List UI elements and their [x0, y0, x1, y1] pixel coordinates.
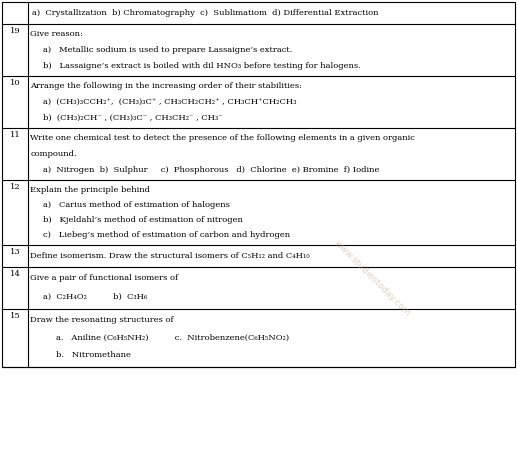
Text: b)   Kjeldahl’s method of estimation of nitrogen: b) Kjeldahl’s method of estimation of ni…: [43, 216, 243, 224]
Text: a)  Crystallization  b) Chromatography  c)  Sublimatiom  d) Differential Extract: a) Crystallization b) Chromatography c) …: [32, 9, 378, 17]
Text: Explain the principle behind: Explain the principle behind: [31, 186, 150, 194]
Text: 19: 19: [9, 27, 20, 35]
Text: a)   Carius method of estimation of halogens: a) Carius method of estimation of haloge…: [43, 201, 230, 209]
Bar: [2, 2, 515, 367]
Text: Give a pair of functional isomers of: Give a pair of functional isomers of: [31, 274, 178, 282]
Text: 13: 13: [9, 248, 20, 256]
Text: b)   Lassaigne’s extract is boiled with dil HNO₃ before testing for halogens.: b) Lassaigne’s extract is boiled with di…: [43, 62, 361, 70]
Text: a)  Nitrogen  b)  Sulphur     c)  Phosphorous   d)  Chlorine  e) Bromine  f) Iod: a) Nitrogen b) Sulphur c) Phosphorous d)…: [43, 166, 379, 174]
Text: 10: 10: [10, 79, 20, 87]
Text: a.   Aniline (C₆H₅NH₂)          c.  Nitrobenzene(C₆H₅NO₂): a. Aniline (C₆H₅NH₂) c. Nitrobenzene(C₆H…: [56, 334, 290, 342]
Text: b.   Nitromethane: b. Nitromethane: [56, 351, 131, 359]
Text: Arrange the following in the increasing order of their stabilities:: Arrange the following in the increasing …: [31, 82, 302, 90]
Text: a)  C₂H₄O₂          b)  C₃H₆: a) C₂H₄O₂ b) C₃H₆: [43, 293, 148, 300]
Text: www.studiestoday.com: www.studiestoday.com: [332, 239, 412, 318]
Text: compound.: compound.: [31, 150, 77, 158]
Text: Draw the resonating structures of: Draw the resonating structures of: [31, 316, 174, 324]
Text: a)   Metallic sodium is used to prepare Lassaigne’s extract.: a) Metallic sodium is used to prepare La…: [43, 46, 293, 54]
Text: c)   Liebeg’s method of estimation of carbon and hydrogen: c) Liebeg’s method of estimation of carb…: [43, 231, 291, 239]
Text: 14: 14: [9, 270, 20, 278]
Text: Write one chemical test to detect the presence of the following elements in a gi: Write one chemical test to detect the pr…: [31, 134, 415, 142]
Text: 11: 11: [9, 131, 20, 139]
Text: Define isomerism. Draw the structural isomers of C₅H₁₂ and C₄H₁₀: Define isomerism. Draw the structural is…: [31, 252, 310, 260]
Text: Give reason:: Give reason:: [31, 30, 83, 38]
Text: 15: 15: [9, 312, 20, 320]
Text: 12: 12: [10, 183, 20, 191]
Text: b)  (CH₃)₂CH⁻ , (CH₃)₃C⁻ , CH₃CH₂⁻ , CH₃⁻: b) (CH₃)₂CH⁻ , (CH₃)₃C⁻ , CH₃CH₂⁻ , CH₃⁻: [43, 114, 223, 122]
Text: a)  (CH₃)₃CCH₂⁺,  (CH₃)₃C⁺ , CH₃CH₂CH₂⁺ , CH₃CH⁺CH₂CH₃: a) (CH₃)₃CCH₂⁺, (CH₃)₃C⁺ , CH₃CH₂CH₂⁺ , …: [43, 98, 297, 106]
